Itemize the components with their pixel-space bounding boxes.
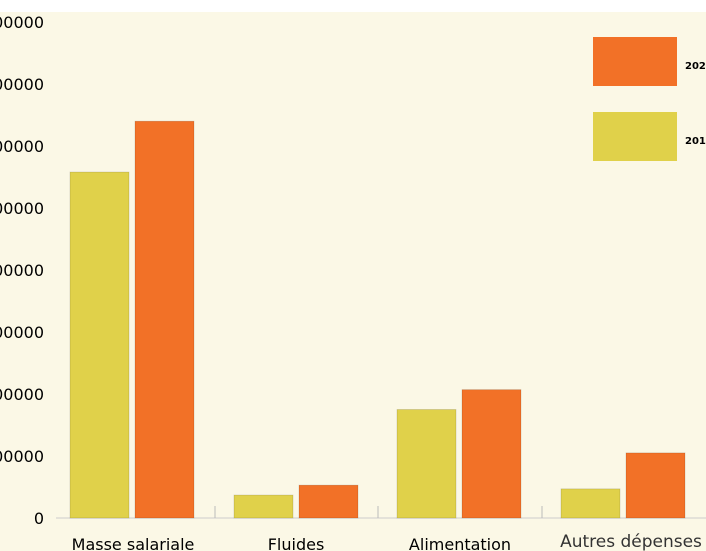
bars <box>69 120 686 519</box>
y-axis-ticks: 0 100000 200000 300000 400000 500000 600000 700… <box>0 13 44 528</box>
x-category-label: Fluides <box>268 535 325 551</box>
bar-2016-2 <box>396 409 457 519</box>
bar-2016-1 <box>233 494 294 519</box>
bar-2016-0 <box>69 171 130 519</box>
legend-label-2016: 2016 <box>685 136 706 147</box>
x-category-label: Masse salariale <box>72 535 195 551</box>
y-tick-label: 100000 <box>0 447 44 466</box>
y-tick-label: 500000 <box>0 199 44 218</box>
legend-swatch-2016 <box>593 112 677 161</box>
x-category-label: Autres dépenses <box>560 532 702 551</box>
bar-2022-1 <box>298 484 359 519</box>
bar-2016-3 <box>560 488 621 519</box>
y-tick-label: 400000 <box>0 261 44 280</box>
y-tick-label: 800000 <box>0 13 44 32</box>
y-tick-label: 700000 <box>0 75 44 94</box>
y-tick-label: 0 <box>34 509 44 528</box>
bar-2022-2 <box>461 389 522 519</box>
y-tick-label: 300000 <box>0 323 44 342</box>
legend-swatch-2022 <box>593 37 677 86</box>
bar-2022-3 <box>625 452 686 519</box>
y-tick-label: 200000 <box>0 385 44 404</box>
x-category-label: Alimentation <box>409 535 511 551</box>
x-axis-categories: Masse salariale Fluides Alimentation Autres… <box>72 506 702 551</box>
y-tick-label: 600000 <box>0 137 44 156</box>
bar-2022-0 <box>134 120 195 519</box>
